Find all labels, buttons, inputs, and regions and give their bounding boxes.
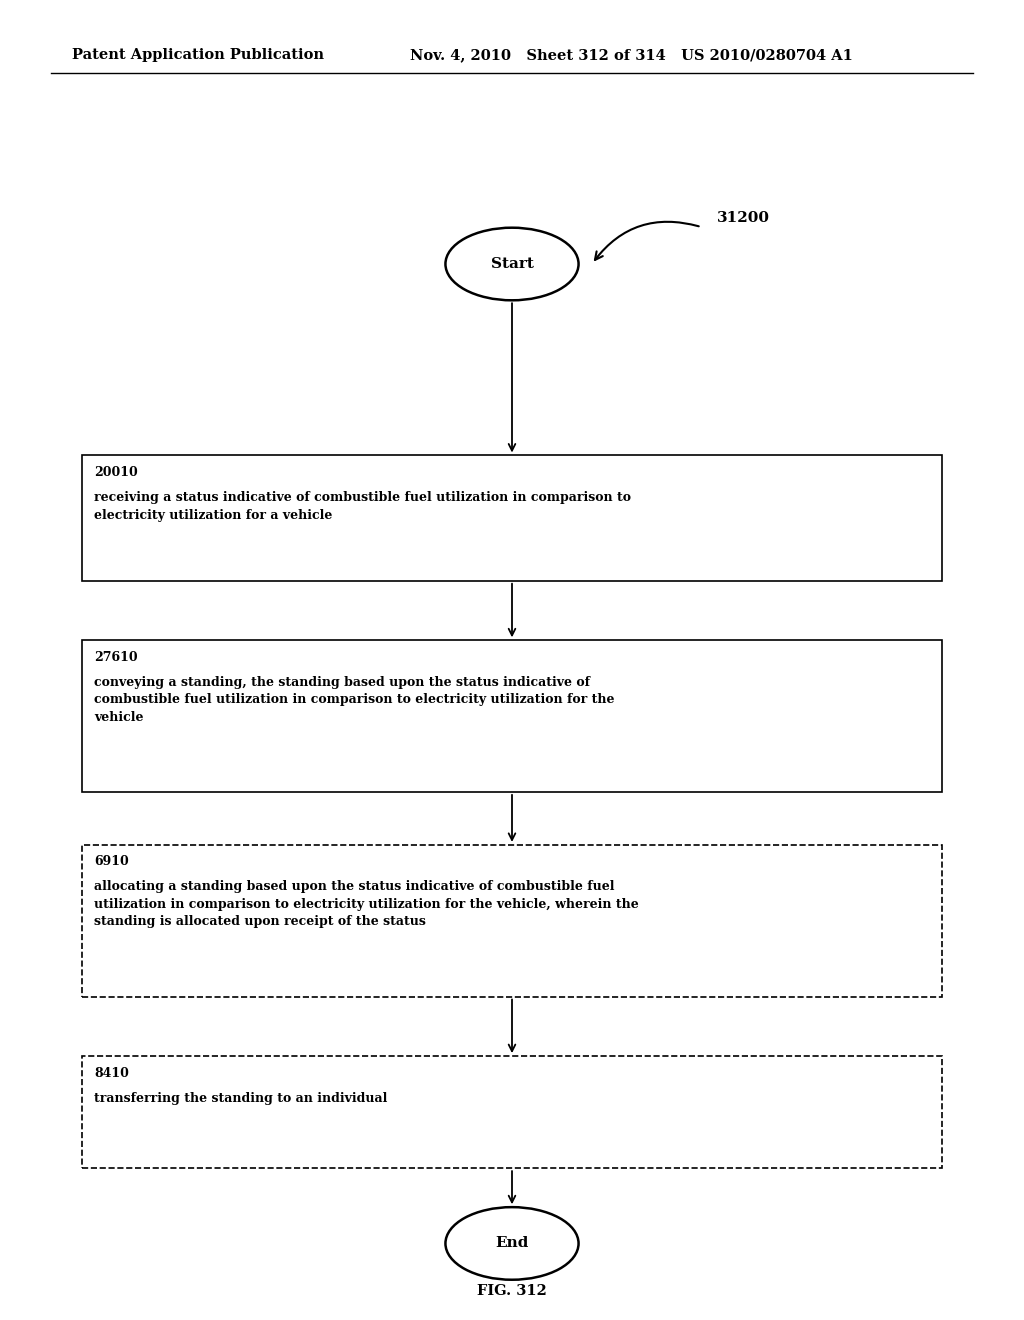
Text: 8410: 8410: [94, 1067, 129, 1080]
FancyBboxPatch shape: [82, 640, 942, 792]
Text: FIG. 312: FIG. 312: [477, 1284, 547, 1298]
Text: Patent Application Publication: Patent Application Publication: [72, 49, 324, 62]
Text: 31200: 31200: [717, 211, 770, 224]
FancyBboxPatch shape: [82, 845, 942, 997]
Text: transferring the standing to an individual: transferring the standing to an individu…: [94, 1092, 387, 1105]
FancyArrowPatch shape: [595, 222, 698, 260]
Text: 27610: 27610: [94, 651, 138, 664]
Text: Start: Start: [490, 257, 534, 271]
Text: allocating a standing based upon the status indicative of combustible fuel
utili: allocating a standing based upon the sta…: [94, 880, 639, 928]
FancyBboxPatch shape: [82, 1056, 942, 1168]
Text: 20010: 20010: [94, 466, 138, 479]
FancyBboxPatch shape: [82, 455, 942, 581]
Text: receiving a status indicative of combustible fuel utilization in comparison to
e: receiving a status indicative of combust…: [94, 491, 631, 521]
Ellipse shape: [445, 227, 579, 300]
Text: End: End: [496, 1237, 528, 1250]
Ellipse shape: [445, 1206, 579, 1280]
Text: Nov. 4, 2010   Sheet 312 of 314   US 2010/0280704 A1: Nov. 4, 2010 Sheet 312 of 314 US 2010/02…: [410, 49, 852, 62]
Text: 6910: 6910: [94, 855, 129, 869]
Text: conveying a standing, the standing based upon the status indicative of
combustib: conveying a standing, the standing based…: [94, 676, 614, 723]
